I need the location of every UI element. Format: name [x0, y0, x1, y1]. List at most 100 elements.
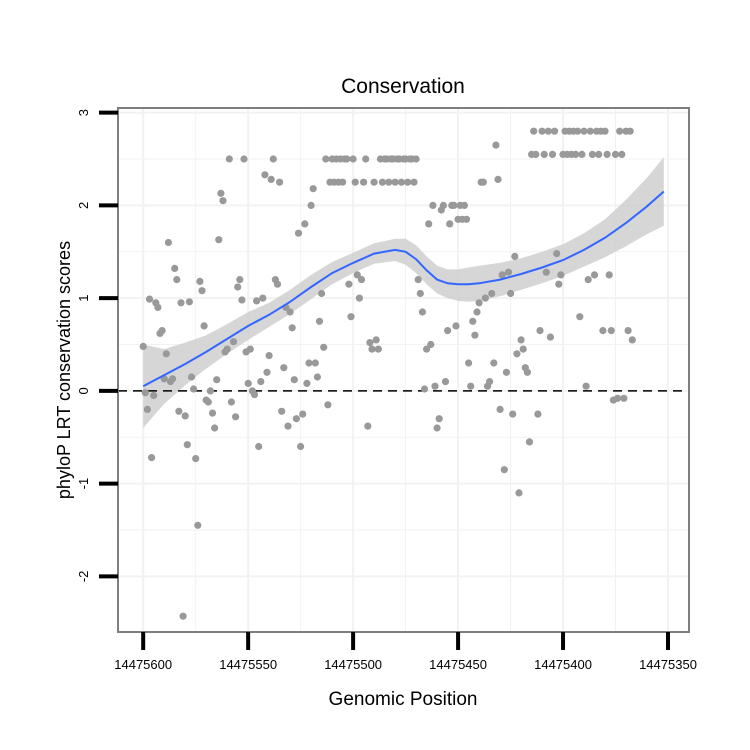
- data-point-45: [234, 283, 242, 291]
- data-point-19: [179, 612, 187, 620]
- data-point-123: [397, 178, 405, 186]
- y-tick-label-0: -2: [76, 571, 91, 583]
- data-point-4: [148, 454, 156, 462]
- data-point-139: [431, 382, 439, 390]
- data-point-59: [263, 368, 271, 376]
- data-point-130: [412, 155, 420, 163]
- data-point-3: [145, 295, 154, 303]
- data-point-220: [601, 127, 609, 135]
- data-point-179: [515, 489, 523, 497]
- data-point-107: [364, 422, 372, 430]
- data-point-11: [162, 350, 170, 358]
- data-point-87: [322, 155, 330, 163]
- data-point-95: [339, 178, 347, 186]
- data-point-189: [536, 327, 544, 335]
- data-point-110: [370, 178, 378, 186]
- data-point-156: [467, 382, 475, 390]
- data-point-170: [496, 405, 504, 413]
- data-point-44: [232, 413, 240, 421]
- data-point-86: [320, 343, 328, 351]
- grid-lines: [118, 108, 689, 632]
- data-point-104: [357, 276, 366, 284]
- data-point-226: [614, 394, 622, 402]
- data-point-32: [206, 387, 214, 395]
- data-point-54: [253, 297, 261, 305]
- data-point-192: [542, 268, 550, 276]
- data-point-105: [360, 178, 368, 186]
- data-point-12: [164, 238, 172, 247]
- data-point-102: [353, 271, 361, 279]
- data-point-178: [513, 350, 521, 358]
- data-point-173: [502, 368, 510, 376]
- data-point-210: [580, 127, 588, 135]
- data-point-159: [473, 308, 481, 316]
- data-point-75: [297, 442, 305, 451]
- data-point-76: [299, 410, 307, 418]
- data-point-84: [315, 317, 324, 325]
- data-point-109: [368, 345, 376, 353]
- data-point-40: [223, 345, 231, 353]
- data-point-67: [280, 364, 288, 372]
- data-point-48: [240, 155, 248, 163]
- data-point-2: [143, 405, 151, 413]
- data-point-80: [307, 201, 315, 209]
- data-point-64: [273, 280, 282, 288]
- data-point-42: [227, 398, 235, 406]
- data-point-78: [303, 379, 311, 387]
- data-point-233: [628, 336, 636, 344]
- data-point-228: [618, 150, 626, 158]
- data-point-132: [416, 289, 424, 298]
- data-point-50: [244, 379, 252, 387]
- data-point-0: [139, 342, 147, 350]
- data-point-65: [276, 178, 284, 186]
- data-point-28: [198, 287, 206, 295]
- data-point-149: [452, 322, 460, 330]
- data-point-69: [284, 422, 292, 430]
- y-tick-label-2: 0: [76, 387, 91, 394]
- data-point-199: [557, 271, 565, 279]
- x-tick-label-1: 14475550: [219, 657, 277, 672]
- x-tick-label-0: 14475600: [114, 657, 172, 672]
- data-point-25: [192, 455, 200, 463]
- data-point-71: [288, 324, 296, 332]
- data-point-168: [492, 141, 500, 149]
- data-point-209: [578, 150, 586, 158]
- data-point-60: [265, 352, 273, 360]
- data-point-232: [626, 127, 634, 135]
- data-point-176: [509, 410, 517, 418]
- data-point-21: [183, 441, 191, 449]
- y-tick-label-1: -1: [76, 478, 91, 490]
- data-point-131: [414, 276, 422, 284]
- y-tick-label-5: 3: [76, 109, 91, 116]
- data-point-74: [294, 229, 303, 237]
- data-point-77: [301, 220, 309, 228]
- data-point-222: [605, 271, 613, 279]
- data-point-183: [523, 368, 532, 376]
- data-point-167: [490, 359, 498, 367]
- x-axis: 14475600 14475550 14475500 14475450 14475400…: [114, 632, 697, 672]
- data-point-24: [190, 385, 198, 393]
- data-point-126: [404, 178, 412, 186]
- data-point-82: [311, 359, 319, 367]
- data-point-23: [187, 373, 196, 381]
- data-point-146: [446, 220, 454, 228]
- data-point-163: [481, 294, 489, 302]
- data-point-106: [362, 155, 370, 163]
- data-point-227: [616, 127, 624, 135]
- data-point-193: [544, 127, 552, 135]
- data-point-43: [229, 338, 238, 346]
- data-point-37: [217, 189, 225, 197]
- data-point-172: [500, 466, 508, 474]
- data-point-61: [267, 175, 275, 183]
- data-point-56: [257, 378, 265, 386]
- data-point-85: [318, 289, 326, 298]
- data-point-137: [427, 340, 435, 349]
- data-point-194: [546, 333, 555, 341]
- data-point-186: [530, 127, 538, 135]
- panel-background: [118, 108, 689, 632]
- data-point-57: [259, 294, 267, 302]
- data-point-29: [200, 322, 208, 330]
- data-point-195: [548, 150, 557, 158]
- data-point-18: [177, 299, 185, 307]
